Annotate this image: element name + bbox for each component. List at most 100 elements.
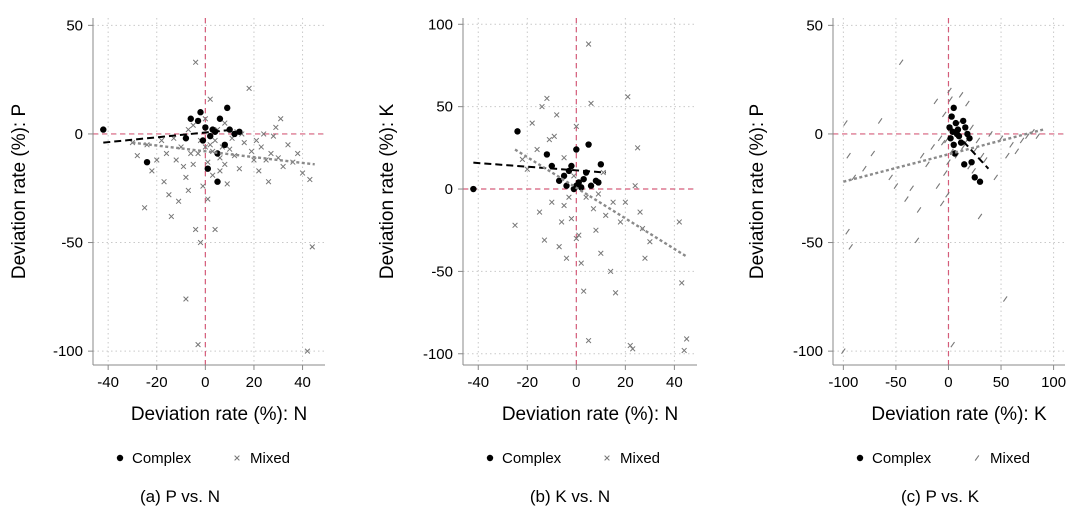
chart2-mixed-point	[898, 59, 904, 66]
chart1-mixed-point	[561, 154, 567, 161]
chart1-mixed-point	[676, 219, 683, 225]
chart0-mixed-point	[212, 137, 218, 144]
chart1-mixed-point	[593, 227, 599, 233]
chart0-mixed-point	[190, 161, 196, 168]
chart0-mixed-point	[222, 161, 228, 168]
chart2-mixed-point	[843, 120, 848, 126]
chart1-x-tick-label: 20	[617, 374, 634, 391]
chart2-x-tick-label: 0	[944, 374, 952, 391]
chart0-mixed-point	[226, 146, 233, 152]
chart0-mixed-point	[202, 144, 209, 150]
chart2-mixed-point	[930, 144, 935, 150]
chart0-legend-marker-mixed	[234, 455, 240, 461]
chart0-mixed-point	[197, 239, 204, 246]
chart0-mixed-point	[158, 137, 165, 144]
chart2-mixed-point	[937, 135, 943, 142]
chart1-y-axis-label: Deviation rate (%): K	[377, 104, 398, 280]
chart1-mixed-point	[556, 243, 562, 250]
chart1-mixed-point	[512, 222, 518, 229]
chart2-mixed-point	[848, 243, 853, 250]
chart1-mixed-point	[561, 202, 567, 209]
chart1-mixed-point	[534, 146, 540, 153]
chart0-mixed-point	[200, 183, 206, 189]
chart0-mixed-point	[207, 142, 213, 148]
chart2-legend-marker-complex	[856, 454, 864, 462]
chart2-mixed-point	[1005, 152, 1010, 159]
chart1-x-tick-label: -40	[467, 374, 489, 391]
chart0-mixed-point	[273, 124, 279, 131]
chart0-mixed-point	[153, 157, 160, 163]
chart1-mixed-point	[585, 337, 592, 344]
chart1-legend-marker-complex	[486, 454, 494, 462]
chart1-caption: (b) K vs. N	[530, 487, 610, 506]
chart0-mixed-point	[212, 226, 218, 233]
chart0-mixed-point	[161, 178, 167, 185]
chart0-mixed-point	[202, 115, 209, 122]
chart1-mixed-point	[595, 191, 602, 197]
chart0-mixed-point	[236, 165, 243, 172]
chart1-mixed-point	[607, 268, 614, 275]
chart1-mixed-point	[519, 156, 526, 163]
chart2-mixed-point	[914, 237, 920, 244]
chart0-y-tick-label: -100	[53, 343, 83, 360]
chart0-mixed-point	[270, 133, 277, 139]
chart0-legend-marker-complex	[116, 454, 124, 462]
chart2-complex-point	[971, 174, 978, 181]
chart2-complex-point	[950, 141, 957, 149]
chart0-x-tick-label: -40	[97, 374, 119, 391]
chart2-complex-point	[959, 117, 967, 125]
chart2-mixed-point	[904, 196, 909, 203]
chart0-mixed-point	[188, 150, 194, 157]
chart0-legend-label-mixed: Mixed	[250, 450, 290, 467]
chart2-y-axis-label: Deviation rate (%): P	[747, 104, 768, 279]
chart2-complex-point	[976, 178, 984, 185]
chart0-mixed-point	[195, 341, 201, 348]
chart0-mixed-point	[268, 150, 274, 157]
chart1-mixed-point	[544, 95, 550, 102]
chart0-mixed-point	[192, 226, 199, 233]
chart2-mixed-point	[909, 185, 914, 192]
chart2-x-tick-label: 50	[993, 374, 1010, 391]
chart0-mixed-point	[294, 150, 301, 157]
chart0-complex-point	[194, 117, 202, 125]
chart2-legend-label-mixed: Mixed	[990, 450, 1030, 467]
chart0-y-axis-label: Deviation rate (%): P	[9, 104, 30, 279]
chart0-x-tick-label: 40	[294, 374, 311, 391]
chart2-mixed-point	[1014, 148, 1020, 155]
chart2-mixed-point	[845, 228, 850, 235]
chart2-complex-point	[948, 113, 955, 120]
chart0-mixed-point	[185, 187, 192, 194]
chart1-mixed-point	[553, 112, 560, 118]
chart0-complex-point	[216, 115, 224, 122]
chart1-mixed-point	[539, 103, 545, 110]
chart0-y-tick-label: 0	[75, 126, 83, 143]
chart0-mixed-point	[309, 244, 316, 250]
chart1-mixed-point	[549, 199, 555, 205]
chart1-mixed-point	[625, 94, 631, 100]
chart1-mixed-point	[585, 41, 592, 47]
chart2-mixed-point	[948, 96, 953, 103]
chart0-mixed-point	[192, 59, 199, 66]
chart0-legend-label-complex: Complex	[132, 450, 192, 467]
chart0-complex-point	[224, 104, 231, 112]
chart1-trendline-mixed	[514, 148, 688, 258]
chart1-mixed-point	[634, 145, 641, 151]
chart1-mixed-point	[568, 215, 575, 222]
chart2-mixed-point	[851, 174, 857, 181]
chart1-mixed-point	[678, 280, 685, 286]
chart2-mixed-point	[958, 91, 964, 98]
chart2-x-axis-label: Deviation rate (%): K	[871, 404, 1047, 425]
chart2-y-tick-label: 50	[806, 17, 823, 34]
chart0-complex-point	[143, 158, 151, 166]
chart0-mixed-point	[217, 168, 223, 174]
chart1-mixed-point	[563, 255, 570, 261]
chart1-y-tick-label: 50	[436, 99, 453, 116]
chart1-mixed-point	[602, 212, 609, 219]
chart0-mixed-point	[205, 159, 211, 165]
panel-p-vs-n: -40 -20 0 20 40 -100 -50 0 50 Deviation rate (%):…	[9, 17, 325, 506]
chart2-x-tick-label: 100	[1041, 374, 1066, 391]
chart1-mixed-point	[627, 342, 634, 349]
chart1-legend-label-complex: Complex	[502, 450, 562, 467]
chart1-complex-point	[575, 179, 582, 186]
